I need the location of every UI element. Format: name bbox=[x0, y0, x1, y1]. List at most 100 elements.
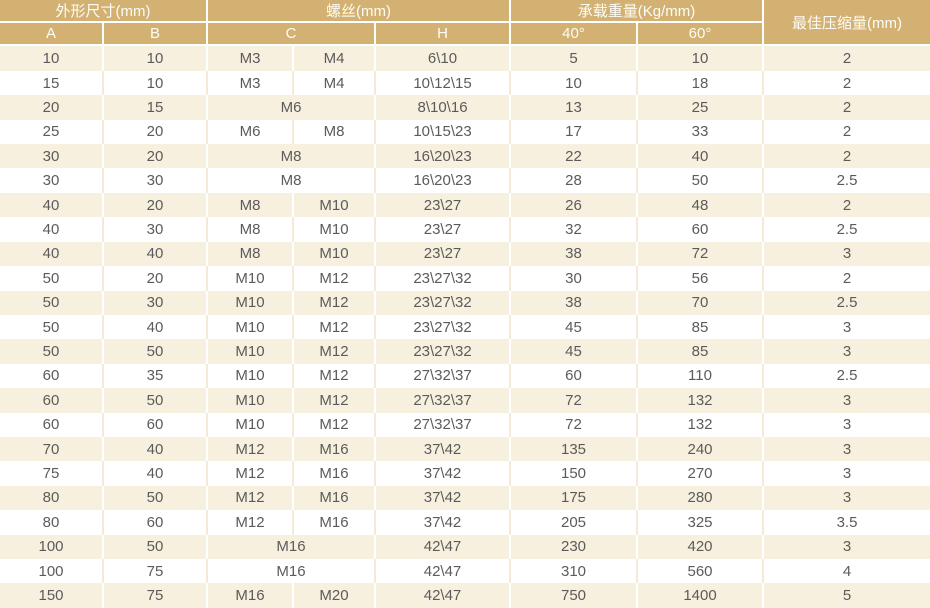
cell-h: 16\20\23 bbox=[375, 168, 512, 193]
cell-compression: 3 bbox=[842, 489, 852, 507]
header-col-c: C bbox=[207, 22, 377, 46]
cell-c1: M10 bbox=[207, 290, 295, 315]
cell-b: 30 bbox=[103, 290, 209, 315]
cell-c2: M16 bbox=[293, 510, 377, 535]
cell-a: 80 bbox=[0, 510, 104, 535]
cell-load60: 1400 bbox=[637, 583, 765, 608]
table-row: 10 10 M3 M4 6\10 5 10 2 bbox=[0, 45, 930, 71]
cell-compression: 3 bbox=[842, 343, 852, 361]
cell-load60: 48 bbox=[637, 192, 765, 218]
cell-a: 60 bbox=[0, 363, 104, 389]
cell-load60: 132 bbox=[637, 388, 765, 413]
cell-c1: M3 bbox=[207, 70, 295, 96]
cell-b: 35 bbox=[103, 363, 209, 389]
cell-load60: 240 bbox=[637, 436, 765, 462]
cell-compression: 2 bbox=[842, 196, 852, 214]
header-col-60deg: 60° bbox=[637, 22, 765, 46]
cell-load40: 26 bbox=[510, 192, 639, 218]
cell-b: 40 bbox=[103, 241, 209, 267]
cell-load40: 310 bbox=[510, 558, 639, 584]
cell-load40: 150 bbox=[510, 461, 639, 486]
table-row: 15 10 M3 M4 10\12\15 10 18 2 bbox=[0, 70, 930, 96]
table-row: 60 60 M10 M12 27\32\37 72 132 3 bbox=[0, 412, 930, 437]
cell-load40: 28 bbox=[510, 168, 639, 193]
table-body: 10 10 M3 M4 6\10 5 10 2 15 10 M3 M4 10\12\15 10 18 2 20 1… bbox=[0, 45, 930, 608]
cell-a: 40 bbox=[0, 241, 104, 267]
table-row: 80 60 M12 M16 37\42 205 325 3.5 bbox=[0, 510, 930, 535]
cell-c2: M16 bbox=[293, 461, 377, 486]
cell-compression: 3 bbox=[842, 538, 852, 556]
cell-load40: 5 bbox=[510, 45, 639, 71]
cell-load60: 85 bbox=[637, 339, 765, 364]
cell-h: 27\32\37 bbox=[375, 363, 512, 389]
cell-load60: 420 bbox=[637, 534, 765, 559]
table-row: 75 40 M12 M16 37\42 150 270 3 bbox=[0, 461, 930, 486]
cell-load40: 60 bbox=[510, 363, 639, 389]
table-row: 150 75 M16 M20 42\47 750 1400 5 bbox=[0, 583, 930, 608]
table-row: 20 15 M6 8\10\16 13 25 2 bbox=[0, 95, 930, 120]
header-size-group: 外形尺寸(mm) bbox=[0, 0, 209, 23]
header-sub-row: A B C H 40° 60° bbox=[0, 22, 930, 46]
cell-compression: 3 bbox=[842, 465, 852, 483]
header-load-group: 承载重量(Kg/mm) bbox=[510, 0, 765, 23]
table-row: 60 35 M10 M12 27\32\37 60 110 2.5 bbox=[0, 363, 930, 389]
cell-c2: M12 bbox=[293, 412, 377, 437]
cell-load60: 132 bbox=[637, 412, 765, 437]
cell-compression: 3 bbox=[842, 440, 852, 458]
cell-load40: 13 bbox=[510, 95, 639, 120]
cell-h: 6\10 bbox=[375, 45, 512, 71]
cell-load60: 10 bbox=[637, 45, 765, 71]
cell-c1: M3 bbox=[207, 45, 295, 71]
cell-a: 70 bbox=[0, 436, 104, 462]
table-row: 70 40 M12 M16 37\42 135 240 3 bbox=[0, 436, 930, 462]
cell-a: 50 bbox=[0, 266, 104, 291]
cell-h: 37\42 bbox=[375, 485, 512, 511]
cell-compression: 2 bbox=[842, 269, 852, 287]
cell-b: 75 bbox=[103, 583, 209, 608]
cell-c2: M16 bbox=[293, 436, 377, 462]
cell-c-merged: M6 bbox=[207, 95, 377, 120]
cell-load60: 33 bbox=[637, 119, 765, 145]
cell-load40: 72 bbox=[510, 412, 639, 437]
cell-a: 100 bbox=[0, 558, 104, 584]
cell-load40: 45 bbox=[510, 339, 639, 364]
header-col-b: B bbox=[103, 22, 209, 46]
cell-b: 50 bbox=[103, 485, 209, 511]
cell-b: 20 bbox=[103, 266, 209, 291]
cell-compression: 2 bbox=[842, 147, 852, 165]
cell-h: 8\10\16 bbox=[375, 95, 512, 120]
cell-h: 42\47 bbox=[375, 558, 512, 584]
cell-c2: M10 bbox=[293, 192, 377, 218]
cell-c2: M12 bbox=[293, 388, 377, 413]
cell-load60: 110 bbox=[637, 363, 765, 389]
cell-h: 23\27\32 bbox=[375, 339, 512, 364]
cell-load40: 750 bbox=[510, 583, 639, 608]
cell-compression: 2.5 bbox=[836, 294, 858, 312]
cell-compression: 5 bbox=[842, 587, 852, 605]
cell-c1: M8 bbox=[207, 217, 295, 242]
cell-load40: 17 bbox=[510, 119, 639, 145]
cell-h: 27\32\37 bbox=[375, 388, 512, 413]
header-col-40deg: 40° bbox=[510, 22, 639, 46]
cell-c1: M6 bbox=[207, 119, 295, 145]
cell-load40: 135 bbox=[510, 436, 639, 462]
header-group-row: 外形尺寸(mm) 螺丝(mm) 承载重量(Kg/mm) 最佳压缩量(mm) bbox=[0, 0, 930, 46]
cell-c1: M10 bbox=[207, 363, 295, 389]
table-row: 25 20 M6 M8 10\15\23 17 33 2 bbox=[0, 119, 930, 145]
table-row: 50 50 M10 M12 23\27\32 45 85 3 bbox=[0, 339, 930, 364]
cell-load40: 45 bbox=[510, 314, 639, 340]
table-row: 40 20 M8 M10 23\27 26 48 2 bbox=[0, 192, 930, 218]
cell-compression: 2 bbox=[842, 123, 852, 141]
cell-h: 23\27\32 bbox=[375, 314, 512, 340]
header-screw-group: 螺丝(mm) bbox=[207, 0, 512, 23]
cell-compression: 3 bbox=[842, 391, 852, 409]
cell-c2: M16 bbox=[293, 485, 377, 511]
cell-c1: M10 bbox=[207, 339, 295, 364]
cell-b: 40 bbox=[103, 314, 209, 340]
cell-c1: M12 bbox=[207, 461, 295, 486]
cell-load60: 40 bbox=[637, 144, 765, 169]
cell-h: 23\27 bbox=[375, 192, 512, 218]
cell-load60: 72 bbox=[637, 241, 765, 267]
cell-c-merged: M8 bbox=[207, 144, 377, 169]
